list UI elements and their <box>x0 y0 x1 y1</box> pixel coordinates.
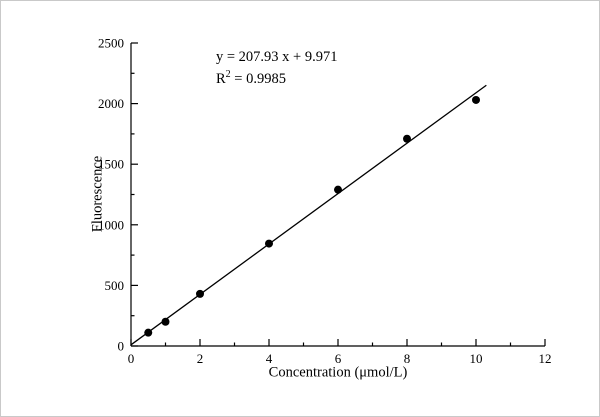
svg-text:0: 0 <box>128 351 135 366</box>
r-squared-prefix: R <box>216 70 226 87</box>
r-squared-superscript: 2 <box>225 69 231 81</box>
svg-text:2000: 2000 <box>98 96 124 111</box>
svg-text:1000: 1000 <box>98 217 124 232</box>
svg-text:0: 0 <box>118 339 125 354</box>
svg-text:10: 10 <box>470 351 483 366</box>
x-axis-label: Concentration (μmol/L) <box>268 364 408 381</box>
y-axis-label: Fluorescence <box>89 155 106 233</box>
svg-text:500: 500 <box>105 278 125 293</box>
fit-equation-text: y = 207.93 x + 9.971 <box>216 49 338 65</box>
fit-annotation: y = 207.93 x + 9.971 R2 = 0.9985 <box>216 47 337 90</box>
r-squared-value: = 0.9985 <box>230 70 286 87</box>
svg-text:2500: 2500 <box>98 36 124 51</box>
svg-text:8: 8 <box>404 351 411 366</box>
svg-text:12: 12 <box>539 351 552 366</box>
r-squared-text: R2 = 0.9985 <box>216 68 337 90</box>
svg-text:4: 4 <box>266 351 273 366</box>
svg-text:6: 6 <box>335 351 342 366</box>
svg-text:2: 2 <box>197 351 204 366</box>
svg-text:1500: 1500 <box>98 157 124 172</box>
